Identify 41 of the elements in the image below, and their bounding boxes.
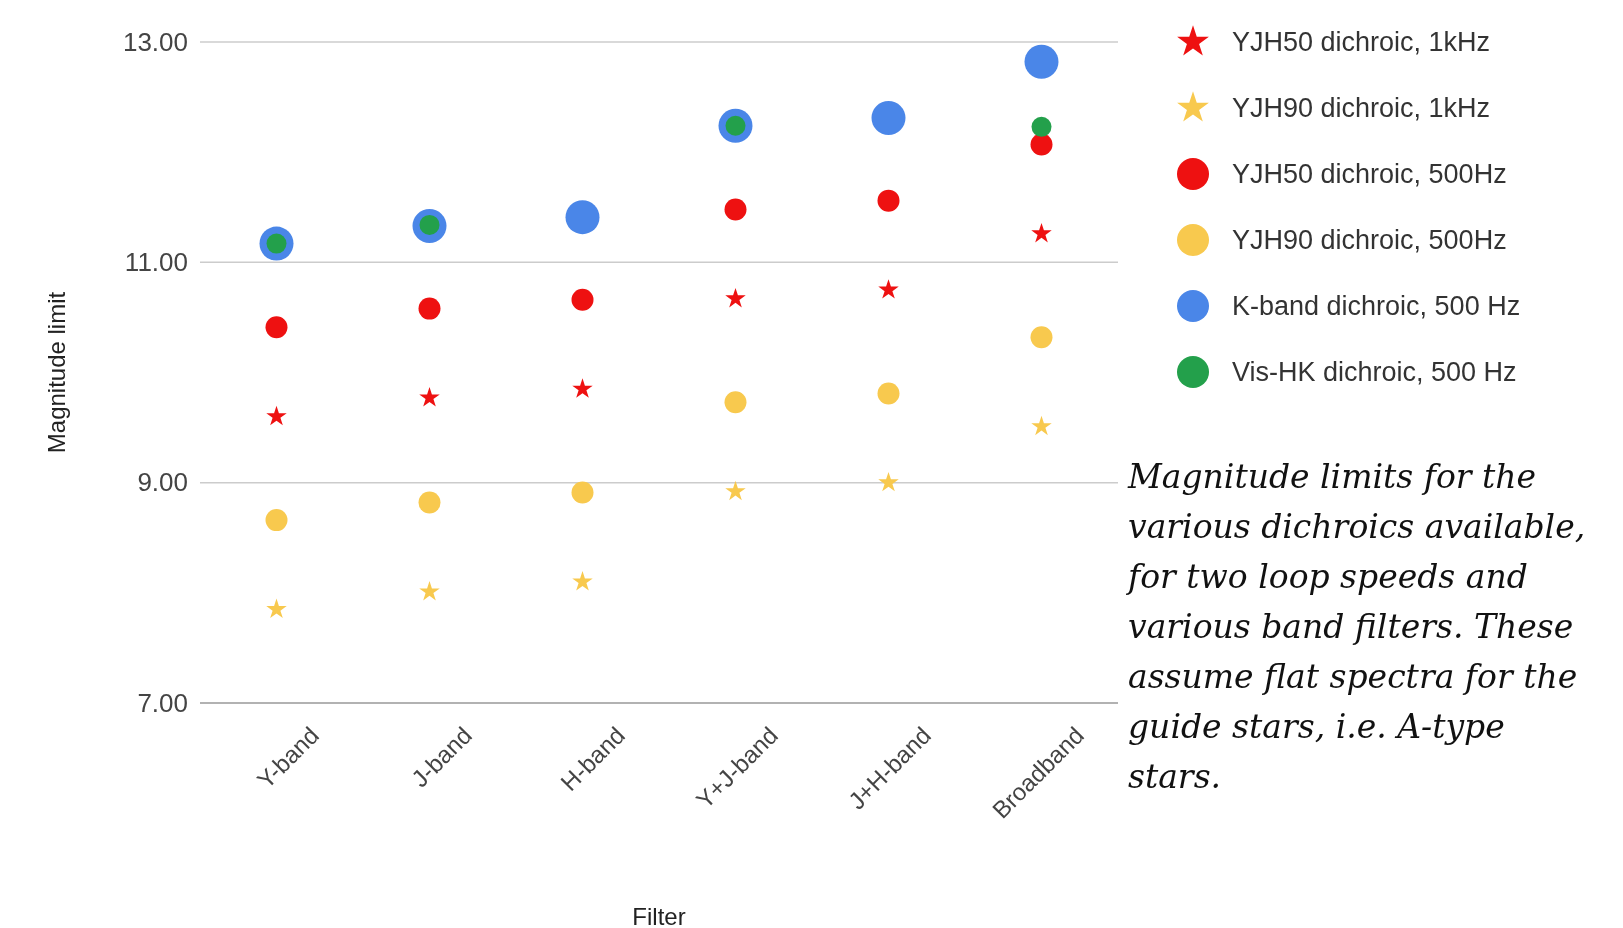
y-tick-label: 7.00 xyxy=(137,687,188,718)
legend-label: YJH90 dichroic, 1kHz xyxy=(1232,93,1491,123)
point xyxy=(266,405,287,426)
y-tick-label: 9.00 xyxy=(137,467,188,498)
point xyxy=(266,598,287,619)
point xyxy=(565,200,600,235)
point xyxy=(725,480,746,501)
point xyxy=(1030,133,1053,156)
point xyxy=(1024,44,1059,79)
y-tick-label: 11.00 xyxy=(124,247,188,278)
legend-label: K-band dichroic, 500 Hz xyxy=(1232,291,1521,321)
point xyxy=(419,387,440,407)
x-axis-title: Filter xyxy=(632,903,686,928)
point xyxy=(419,580,440,601)
point xyxy=(1031,222,1052,243)
point xyxy=(572,571,593,591)
legend-label: YJH50 dichroic, 500Hz xyxy=(1232,159,1507,189)
point xyxy=(724,198,747,221)
point xyxy=(572,378,593,398)
point xyxy=(571,481,594,504)
point xyxy=(265,316,288,339)
point xyxy=(1031,116,1052,137)
point xyxy=(1031,415,1052,436)
point xyxy=(1030,326,1053,349)
y-tick-label: 13.00 xyxy=(122,26,188,57)
point xyxy=(725,287,746,308)
y-axis-title: Magnitude limit xyxy=(43,291,70,454)
point xyxy=(265,509,288,532)
point xyxy=(571,288,594,311)
point xyxy=(724,391,747,414)
legend-label: YJH50 dichroic, 1kHz xyxy=(1232,27,1491,57)
text: Magnitude limits for the various dichroics available, for two loop speeds and various band filters. These assume flat spectra for the guide stars, i.e. A-type stars. xyxy=(1125,457,1586,796)
legend-label: YJH90 dichroic, 500Hz xyxy=(1232,225,1507,255)
point xyxy=(418,297,441,320)
point xyxy=(418,491,441,514)
point xyxy=(878,279,899,299)
point xyxy=(877,382,900,405)
point xyxy=(878,471,899,492)
legend-label: Vis-HK dichroic, 500 Hz xyxy=(1232,357,1517,387)
point xyxy=(877,189,900,212)
point xyxy=(871,101,906,135)
